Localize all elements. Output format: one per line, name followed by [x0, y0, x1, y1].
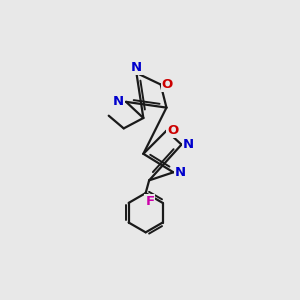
Text: N: N: [175, 166, 186, 179]
Text: F: F: [146, 195, 154, 208]
Text: N: N: [131, 61, 142, 74]
Text: N: N: [113, 95, 124, 108]
Text: O: O: [161, 78, 173, 91]
Text: N: N: [183, 138, 194, 151]
Text: O: O: [167, 124, 178, 137]
